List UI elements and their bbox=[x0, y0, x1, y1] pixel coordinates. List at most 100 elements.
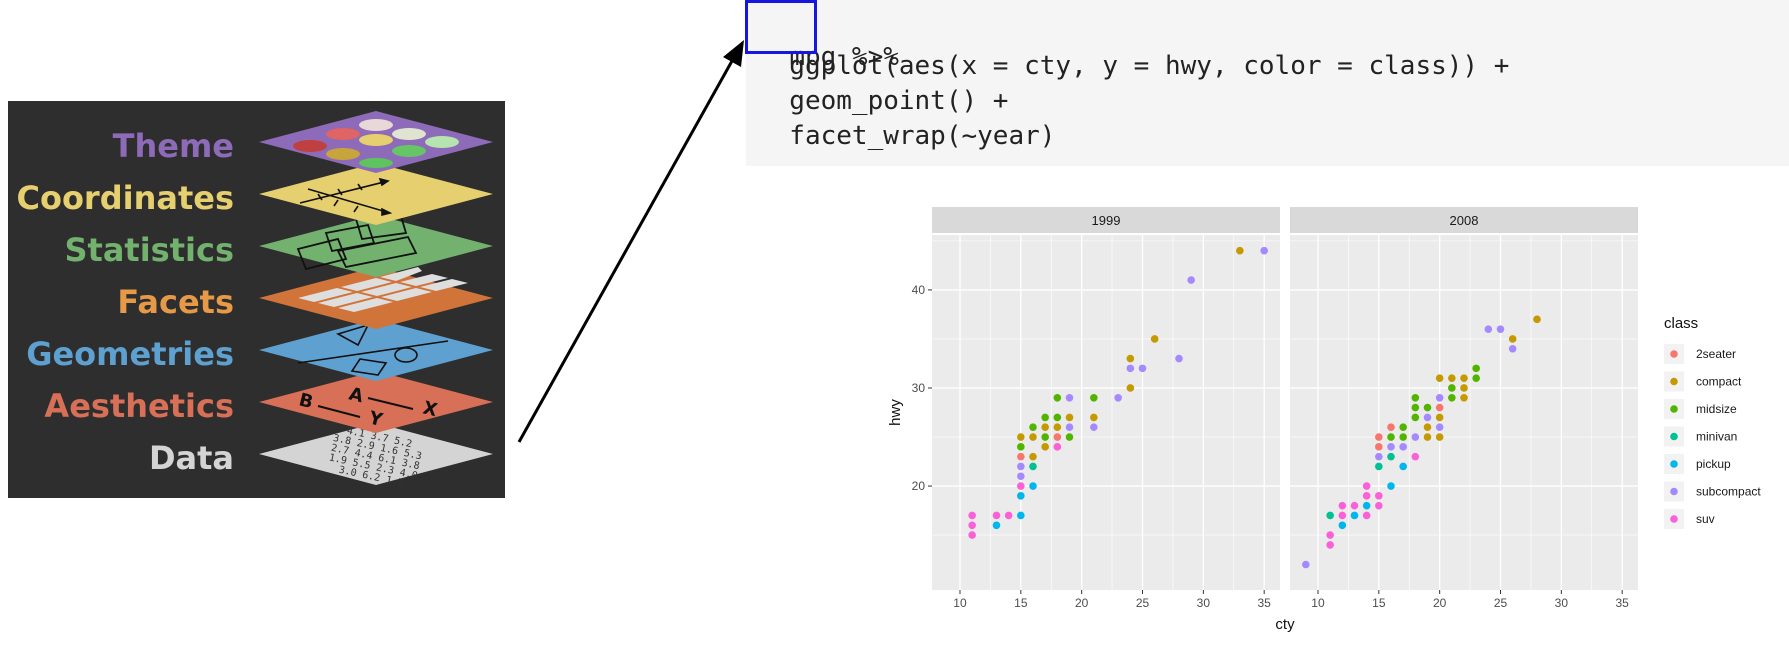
data-point bbox=[1017, 511, 1025, 520]
layer-label-coordinates: Coordinates bbox=[16, 179, 234, 217]
aesthetics-letter-x: X bbox=[421, 397, 440, 421]
data-point bbox=[1411, 413, 1420, 422]
geometry-triangle-icon bbox=[335, 323, 370, 347]
data-point bbox=[1411, 452, 1420, 461]
arrow-head-icon bbox=[723, 40, 744, 67]
y-axis-title: hwy bbox=[887, 399, 904, 426]
data-point bbox=[1423, 403, 1432, 412]
data-point bbox=[1375, 492, 1383, 500]
panel-background bbox=[1290, 235, 1638, 590]
data-point bbox=[1126, 354, 1135, 363]
faceted-scatter-plot: 1999 10 15 20 25 30 35 2008 10 15 20 25 30 35 20 30 40 ct… bbox=[887, 207, 1761, 633]
legend-swatch bbox=[1670, 515, 1678, 523]
facet-panel-1999: 1999 10 15 20 25 30 35 bbox=[932, 207, 1280, 610]
data-point bbox=[1375, 501, 1383, 510]
data-point bbox=[1326, 511, 1334, 520]
legend-swatch bbox=[1670, 377, 1678, 386]
data-point bbox=[1496, 325, 1505, 333]
legend-item: 2seater bbox=[1664, 344, 1736, 364]
legend-swatch bbox=[1670, 460, 1678, 468]
data-point bbox=[1448, 393, 1456, 402]
x-tick-label: 10 bbox=[953, 596, 967, 610]
data-point bbox=[1017, 492, 1025, 500]
data-point bbox=[1126, 364, 1135, 373]
code-block bbox=[746, 0, 1789, 166]
data-point bbox=[1302, 560, 1310, 569]
data-point bbox=[968, 511, 976, 520]
data-point bbox=[1423, 423, 1432, 432]
data-point bbox=[1017, 433, 1025, 441]
data-point bbox=[1362, 511, 1371, 520]
data-point bbox=[1362, 492, 1371, 500]
facet-strip-label: 2008 bbox=[1450, 213, 1479, 228]
data-point bbox=[968, 531, 976, 539]
data-point bbox=[1326, 541, 1334, 549]
code-line-1: mpg %>% bbox=[758, 18, 899, 70]
data-point bbox=[1435, 374, 1444, 382]
legend-label: 2seater bbox=[1696, 347, 1736, 361]
data-point bbox=[1326, 531, 1334, 539]
data-point bbox=[1150, 335, 1159, 343]
geometry-circle-icon bbox=[394, 347, 418, 363]
data-point bbox=[1435, 433, 1444, 441]
data-point bbox=[1041, 423, 1049, 432]
x-tick-label: 20 bbox=[1075, 596, 1089, 610]
data-point bbox=[1017, 482, 1025, 490]
aesthetics-letter-y: Y bbox=[366, 407, 386, 431]
data-point bbox=[1375, 433, 1383, 441]
layer-label-geometries: Geometries bbox=[26, 335, 234, 373]
data-point bbox=[1090, 423, 1098, 432]
data-point bbox=[1435, 393, 1444, 402]
code-line-3: geom_point() + bbox=[758, 86, 1009, 116]
y-tick-label: 30 bbox=[912, 381, 926, 395]
data-point bbox=[1338, 521, 1347, 530]
data-point bbox=[1472, 374, 1480, 382]
x-tick-label: 15 bbox=[1372, 596, 1386, 610]
legend-item: suv bbox=[1664, 509, 1715, 529]
data-point bbox=[1029, 462, 1037, 471]
data-point bbox=[1004, 511, 1013, 520]
data-point bbox=[1423, 433, 1432, 441]
theme-layer bbox=[259, 111, 493, 173]
data-point bbox=[1448, 374, 1456, 382]
facets-layer-plane bbox=[259, 267, 493, 329]
y-tick-label: 20 bbox=[912, 479, 926, 493]
legend-swatch bbox=[1670, 487, 1678, 496]
code-line-4: facet_wrap(~year) bbox=[758, 121, 1056, 151]
aesthetics-letter-a: A bbox=[347, 383, 366, 407]
data-point bbox=[1350, 501, 1359, 510]
data-point bbox=[1029, 452, 1037, 461]
x-tick-label: 35 bbox=[1258, 596, 1272, 610]
data-point bbox=[1399, 443, 1407, 451]
data-point bbox=[1508, 335, 1517, 343]
data-point bbox=[1017, 452, 1025, 461]
data-point bbox=[1435, 403, 1444, 412]
facets-layer bbox=[259, 267, 493, 329]
legend-label: midsize bbox=[1696, 402, 1737, 416]
data-point bbox=[1375, 452, 1383, 461]
data-point bbox=[992, 511, 1001, 520]
data-point bbox=[968, 521, 976, 530]
data-point bbox=[1114, 393, 1122, 402]
code-pipe: %>% bbox=[836, 42, 899, 72]
data-point bbox=[1065, 413, 1074, 422]
legend-label: suv bbox=[1696, 512, 1715, 526]
aesthetics-arrow-icon bbox=[317, 405, 361, 418]
panel-background bbox=[932, 235, 1280, 590]
aesthetics-layer: A X B Y bbox=[259, 371, 493, 433]
data-point bbox=[1435, 413, 1444, 422]
data-layer: 4.1 3.7 5.2 3.8 2.9 1.6 5.3 2.7 4.4 6.1 … bbox=[259, 423, 493, 489]
legend-item: minivan bbox=[1664, 426, 1737, 447]
data-point bbox=[1029, 423, 1037, 432]
data-point bbox=[1041, 413, 1049, 422]
x-axis-title: cty bbox=[1275, 616, 1295, 633]
y-tick-label: 40 bbox=[912, 283, 926, 297]
coordinates-layer bbox=[259, 163, 493, 225]
geometry-line-icon bbox=[297, 340, 449, 364]
x-tick-label: 25 bbox=[1494, 596, 1508, 610]
layer-stack-diagram: 4.1 3.7 5.2 3.8 2.9 1.6 5.3 2.7 4.4 6.1 … bbox=[259, 111, 493, 489]
data-layer-plane bbox=[259, 423, 493, 485]
data-point bbox=[1411, 403, 1420, 412]
data-point bbox=[1460, 374, 1468, 382]
legend-swatch bbox=[1670, 350, 1678, 358]
